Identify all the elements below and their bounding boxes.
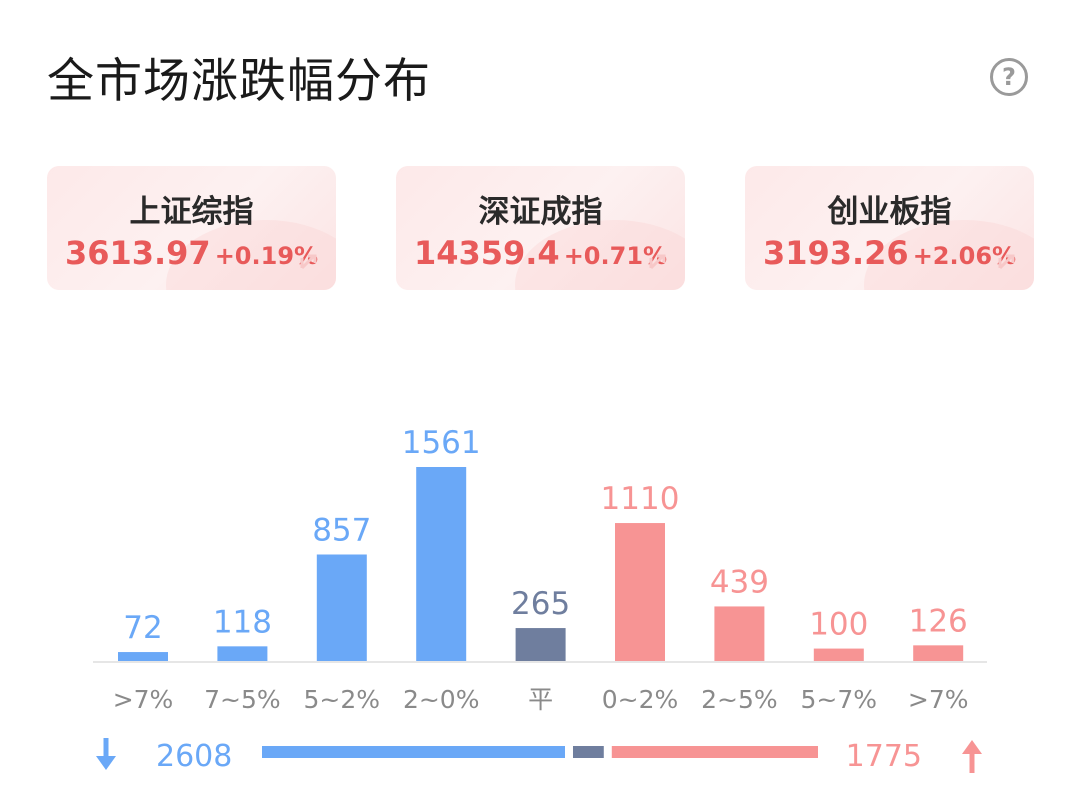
bar-0 (118, 652, 168, 661)
index-card-shanghai[interactable]: 上证综指 3613.97 +0.19% (47, 166, 336, 290)
bar-value-label: 1561 (402, 425, 481, 461)
category-label: 2~0% (403, 685, 480, 714)
bar-value-label: 1110 (601, 481, 680, 517)
bar-8 (913, 645, 964, 661)
index-quote: 3613.97 +0.19% (47, 234, 336, 272)
category-label: 0~2% (602, 685, 679, 714)
bar-3 (416, 467, 467, 661)
bar-value-label: 118 (213, 604, 272, 640)
index-price: 3193.26 (762, 234, 909, 272)
bar-value-label: 857 (312, 512, 371, 548)
bar-1 (217, 646, 268, 661)
index-card-chinext[interactable]: 创业板指 3193.26 +2.06% (745, 166, 1034, 290)
category-label: 5~7% (801, 685, 878, 714)
bar-7 (813, 648, 864, 661)
index-name: 深证成指 (478, 194, 603, 230)
bar-5 (615, 523, 665, 661)
bar-value-label: 100 (809, 607, 868, 643)
index-name: 创业板指 (827, 194, 952, 230)
index-price: 3613.97 (64, 234, 211, 272)
category-label: 5~2% (304, 685, 381, 714)
down-total: 2608 (156, 739, 232, 774)
page-title: 全市场涨跌幅分布 (47, 54, 431, 109)
bar-value-label: 126 (909, 603, 968, 639)
up-total: 1775 (846, 739, 922, 774)
flat-share-bar (572, 746, 604, 758)
bar-value-label: 439 (710, 564, 769, 600)
category-label: >7% (908, 685, 969, 714)
bar-value-label: 72 (123, 610, 162, 646)
up-arrow-icon (962, 740, 982, 773)
bar-4 (515, 628, 566, 661)
index-card-shenzhen[interactable]: 深证成指 14359.4 +0.71% (396, 166, 685, 290)
up-share-bar (611, 746, 818, 758)
category-label: 2~5% (701, 685, 778, 714)
bar-value-label: 265 (511, 586, 570, 622)
category-label: 7~5% (204, 685, 281, 714)
category-label: >7% (113, 685, 174, 714)
trend-up-icon (998, 254, 1015, 270)
category-label: 平 (528, 685, 553, 714)
bar-6 (714, 606, 765, 661)
trend-up-icon (649, 254, 666, 270)
index-name: 上证综指 (129, 194, 254, 230)
bar-2 (316, 554, 367, 661)
index-price: 14359.4 (413, 234, 560, 272)
help-icon[interactable]: ? (990, 58, 1028, 96)
down-arrow-icon (96, 738, 116, 770)
down-share-bar (262, 746, 565, 758)
trend-up-icon (300, 254, 317, 270)
